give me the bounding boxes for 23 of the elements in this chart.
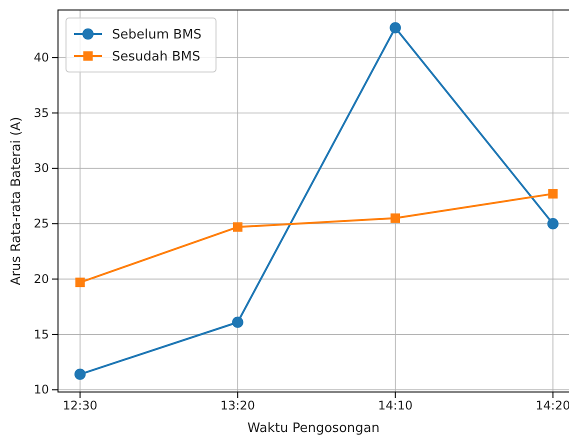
y-tick-label: 25 (34, 216, 49, 231)
x-tick-label: 13:20 (220, 398, 255, 413)
point (74, 368, 86, 380)
x-tick-label: 14:10 (378, 398, 413, 413)
point (390, 213, 400, 223)
y-axis-title: Arus Rata-rata Baterai (A) (9, 116, 24, 286)
y-tick-label: 15 (34, 327, 49, 342)
x-axis-title: Waktu Pengosongan (247, 421, 380, 436)
point (232, 222, 242, 232)
y-tick-label: 20 (34, 272, 49, 286)
point (547, 218, 559, 230)
x-tick-label: 12:30 (62, 398, 98, 413)
y-tick-label: 10 (34, 382, 49, 397)
y-tick-label: 30 (34, 161, 49, 176)
point (390, 22, 401, 34)
legend-label: Sebelum BMS (112, 28, 202, 42)
point (548, 189, 558, 199)
legend-label: Sesudah BMS (112, 50, 200, 64)
y-tick-label: 40 (34, 50, 49, 64)
point (75, 278, 85, 288)
point (232, 316, 244, 328)
y-tick-label: 35 (34, 106, 49, 120)
x-tick-label: 14:20 (536, 398, 569, 413)
